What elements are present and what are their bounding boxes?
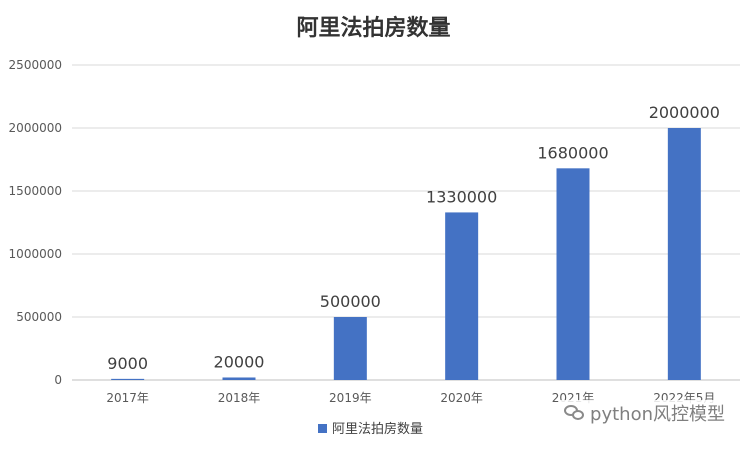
bar [333, 317, 367, 380]
y-tick-label: 1500000 [9, 184, 62, 198]
bar [667, 128, 701, 380]
y-tick-label: 2000000 [9, 121, 62, 135]
x-tick-label: 2017年 [106, 391, 149, 405]
data-label: 1330000 [426, 187, 497, 206]
x-tick-label: 2019年 [329, 391, 372, 405]
data-label: 2000000 [649, 103, 720, 122]
data-label: 20000 [214, 352, 265, 371]
bar [222, 377, 256, 380]
legend-label: 阿里法拍房数量 [332, 421, 423, 437]
watermark-text: python风控模型 [590, 404, 725, 425]
data-label: 500000 [320, 292, 381, 311]
watermark: python风控模型 [560, 400, 729, 426]
bar [111, 378, 145, 380]
legend-swatch [318, 424, 327, 433]
data-label: 1680000 [537, 143, 608, 162]
y-tick-label: 500000 [16, 310, 62, 324]
chart-title: 阿里法拍房数量 [296, 15, 451, 41]
x-tick-label: 2020年 [440, 391, 483, 405]
data-label: 9000 [107, 354, 148, 373]
y-tick-label: 1000000 [9, 247, 62, 261]
y-tick-label: 0 [54, 373, 62, 387]
x-tick-label: 2018年 [218, 391, 261, 405]
wechat-icon [564, 404, 586, 422]
bar [445, 212, 479, 380]
y-tick-label: 2500000 [9, 58, 62, 72]
bar [556, 168, 590, 380]
